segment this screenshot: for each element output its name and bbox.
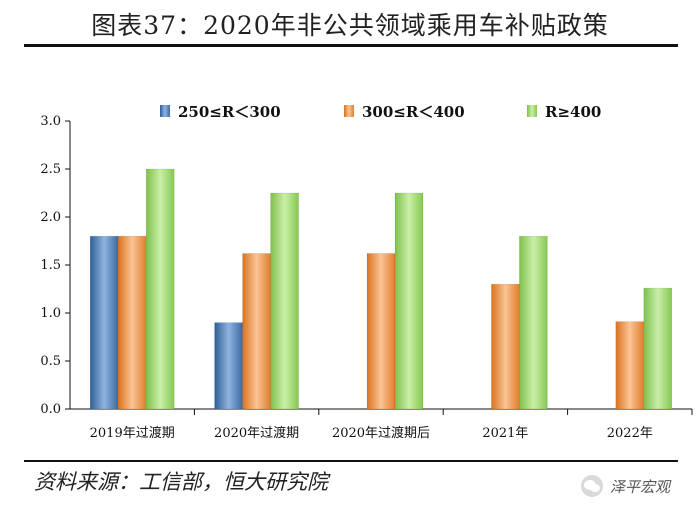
legend-swatch bbox=[527, 105, 537, 117]
x-tick-label: 2019年过渡期 bbox=[90, 425, 175, 441]
bar-series-3 bbox=[145, 168, 175, 410]
bar-series-2 bbox=[117, 235, 147, 410]
chart-bars bbox=[89, 168, 673, 410]
bar-series-1 bbox=[214, 322, 243, 410]
bar-series-3 bbox=[643, 287, 673, 410]
wechat-logo-icon bbox=[580, 475, 603, 497]
source-rule bbox=[24, 460, 678, 462]
source-note: 资料来源：工信部，恒大研究院 bbox=[34, 470, 328, 494]
bar-series-2 bbox=[242, 253, 271, 410]
bar-series-3 bbox=[270, 192, 299, 410]
x-tick-label: 2020年过渡期后 bbox=[332, 425, 430, 441]
chart-legend: 250≤R＜300 300≤R＜400 R≥400 bbox=[160, 103, 601, 121]
legend-label: 300≤R＜400 bbox=[362, 103, 465, 121]
x-tick-label: 2022年 bbox=[607, 426, 653, 441]
legend-label: R≥400 bbox=[545, 103, 601, 121]
bar-chart: 250≤R＜300 300≤R＜400 R≥400 0.0 0.5 1.0 1.5 2.0 2… bbox=[40, 103, 693, 441]
y-tick-label: 1.5 bbox=[40, 258, 61, 273]
bar-series-3 bbox=[394, 192, 424, 410]
y-tick-label: 1.0 bbox=[40, 306, 61, 321]
bar-series-3 bbox=[519, 235, 548, 410]
y-tick-label: 2.5 bbox=[40, 162, 61, 177]
y-tick-label: 0.0 bbox=[40, 402, 61, 417]
x-tick-label: 2021年 bbox=[482, 426, 528, 441]
bar-series-1 bbox=[89, 235, 119, 410]
title-rule bbox=[24, 44, 678, 47]
legend-swatch bbox=[160, 105, 170, 117]
bar-series-2 bbox=[491, 283, 520, 410]
legend-swatch bbox=[344, 105, 354, 117]
watermark: 泽平宏观 bbox=[580, 474, 670, 498]
legend-label: 250≤R＜300 bbox=[178, 103, 281, 121]
y-tick-label: 0.5 bbox=[40, 354, 61, 369]
bar-series-2 bbox=[615, 321, 645, 410]
x-tick-label: 2020年过渡期 bbox=[214, 425, 299, 441]
y-tick-label: 2.0 bbox=[40, 210, 61, 225]
chart-title: 图表37：2020年非公共领域乘用车补贴政策 bbox=[91, 11, 609, 40]
watermark-text: 泽平宏观 bbox=[609, 477, 670, 496]
bar-series-2 bbox=[366, 253, 396, 410]
y-tick-label: 3.0 bbox=[40, 114, 61, 129]
